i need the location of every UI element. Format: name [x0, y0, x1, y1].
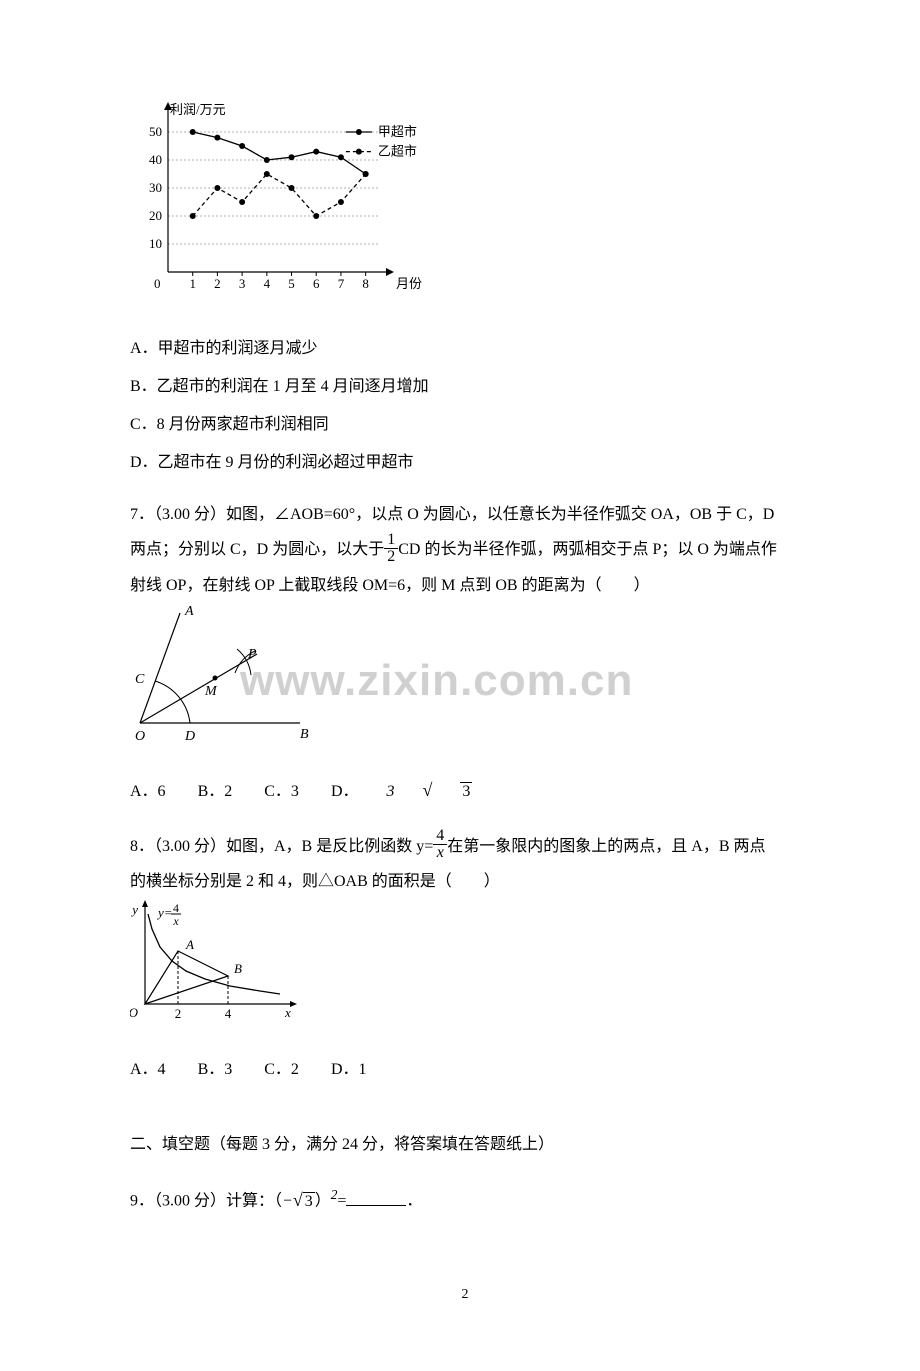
svg-text:30: 30 [149, 180, 162, 195]
q9-eq: = [337, 1193, 346, 1210]
q7-options: A．6 B．2 C．3 D．3√3 [130, 771, 800, 811]
q7-option-b: B．2 [198, 783, 233, 800]
svg-text:A: A [185, 937, 194, 952]
svg-text:月份: 月份 [396, 276, 422, 291]
svg-text:O: O [130, 1005, 139, 1020]
q7-option-c: C．3 [264, 783, 299, 800]
svg-text:8: 8 [362, 276, 369, 291]
q7-line3: 射线 OP，在射线 OP 上截取线段 OM=6，则 M 点到 OB 的距离为（ … [130, 577, 650, 594]
svg-text:20: 20 [149, 208, 162, 223]
blank-underline [346, 1190, 406, 1206]
q7-d-coef: 3 [387, 783, 395, 800]
q7-diagram-wrap: www.zixin.com.cn OABCDMP [130, 603, 800, 761]
q7-line2b: CD 的长为半径作弧，两弧相交于点 P；以 O 为端点作 [398, 541, 777, 558]
svg-text:A: A [184, 604, 194, 619]
svg-text:1: 1 [189, 276, 196, 291]
svg-text:y: y [130, 902, 138, 917]
svg-text:3: 3 [239, 276, 246, 291]
svg-text:甲超市: 甲超市 [378, 124, 417, 139]
svg-text:2: 2 [214, 276, 221, 291]
q8-option-a: A．4 [130, 1061, 166, 1078]
svg-text:4: 4 [225, 1006, 232, 1021]
q7-d-prefix: D． [331, 783, 359, 800]
q6-option-c: C．8 月份两家超市利润相同 [130, 409, 800, 441]
q7-fraction: 12 [384, 532, 398, 565]
svg-text:乙超市: 乙超市 [378, 144, 417, 159]
sqrt-icon: √3 [293, 1181, 315, 1221]
q9-neg: − [282, 1193, 293, 1210]
q7-option-d: D．3√3 [331, 783, 528, 800]
svg-text:4: 4 [264, 276, 271, 291]
svg-text:6: 6 [313, 276, 320, 291]
svg-text:y=: y= [156, 905, 173, 920]
q8-option-c: C．2 [264, 1061, 299, 1078]
q8-diagram-wrap: 24OABxyy=4x [130, 899, 800, 1042]
q8-option-d: D．1 [331, 1061, 367, 1078]
svg-text:P: P [247, 647, 257, 662]
q8-fraction: 4x [433, 828, 447, 861]
q7-line2a: 两点；分别以 C，D 为圆心，以大于 [130, 541, 384, 558]
q7-diagram: O A B C D M P [130, 603, 320, 748]
svg-text:C: C [135, 672, 145, 687]
svg-text:M: M [204, 684, 218, 699]
q7-text: 7．（3.00 分）如图，∠AOB=60°，以点 O 为圆心，以任意长为半径作弧… [130, 497, 800, 603]
svg-text:O: O [135, 729, 145, 744]
frac-den: 2 [384, 549, 398, 565]
q9-rad: 3 [303, 1192, 315, 1210]
svg-text:50: 50 [149, 124, 162, 139]
svg-text:5: 5 [288, 276, 295, 291]
q9-period: ． [406, 1193, 422, 1210]
section2-heading: 二、填空题（每题 3 分，满分 24 分，将答案填在答题纸上） [130, 1127, 800, 1162]
svg-text:10: 10 [149, 236, 162, 251]
svg-text:D: D [184, 729, 195, 744]
frac-num: 1 [384, 532, 398, 549]
svg-text:利润/万元: 利润/万元 [170, 102, 226, 117]
q9-prefix: 9．（3.00 分）计算：（ [130, 1193, 282, 1210]
svg-text:B: B [234, 961, 242, 976]
svg-text:x: x [284, 1005, 291, 1020]
q6-option-a: A．甲超市的利润逐月减少 [130, 333, 800, 365]
q8-option-b: B．3 [198, 1061, 233, 1078]
q8-diagram: 24OABxyy=4x [130, 899, 300, 1029]
svg-text:4: 4 [173, 901, 179, 915]
q8-options: A．4 B．3 C．2 D．1 [130, 1052, 800, 1087]
frac-den: x [433, 845, 447, 861]
svg-text:x: x [172, 914, 179, 928]
q7-option-a: A．6 [130, 783, 166, 800]
q6-option-d: D．乙超市在 9 月份的利润必超过甲超市 [130, 447, 800, 479]
q6-chart-svg: 10 20 30 40 50 1 2 3 4 5 6 7 8 0 月份 利润/万元甲超市乙超市 [130, 100, 440, 300]
q9-text: 9．（3.00 分）计算：（−√3）2=． [130, 1180, 800, 1220]
q8-line2: 的横坐标分别是 2 和 4，则△OAB 的面积是（ ） [130, 873, 500, 890]
svg-text:2: 2 [175, 1006, 182, 1021]
q8-text: 8．（3.00 分）如图，A，B 是反比例函数 y=4x在第一象限内的图象上的两… [130, 829, 800, 899]
q7-d-rad: 3 [460, 782, 472, 800]
q6-option-b: B．乙超市的利润在 1 月至 4 月间逐月增加 [130, 371, 800, 403]
sqrt-icon: √3 [423, 771, 501, 811]
q6-chart: 10 20 30 40 50 1 2 3 4 5 6 7 8 0 月份 利润/万元甲超市乙超市 [130, 100, 800, 313]
q7-line1: 7．（3.00 分）如图，∠AOB=60°，以点 O 为圆心，以任意长为半径作弧… [130, 506, 774, 523]
svg-text:B: B [300, 727, 309, 742]
frac-num: 4 [433, 828, 447, 845]
svg-text:7: 7 [338, 276, 345, 291]
svg-text:0: 0 [154, 276, 161, 291]
q9-suffa: ） [315, 1193, 331, 1210]
q8-line1b: 在第一象限内的图象上的两点，且 A，B 两点 [447, 838, 765, 855]
page-number: 2 [130, 1280, 800, 1311]
svg-text:40: 40 [149, 152, 162, 167]
q8-line1a: 8．（3.00 分）如图，A，B 是反比例函数 y= [130, 838, 433, 855]
